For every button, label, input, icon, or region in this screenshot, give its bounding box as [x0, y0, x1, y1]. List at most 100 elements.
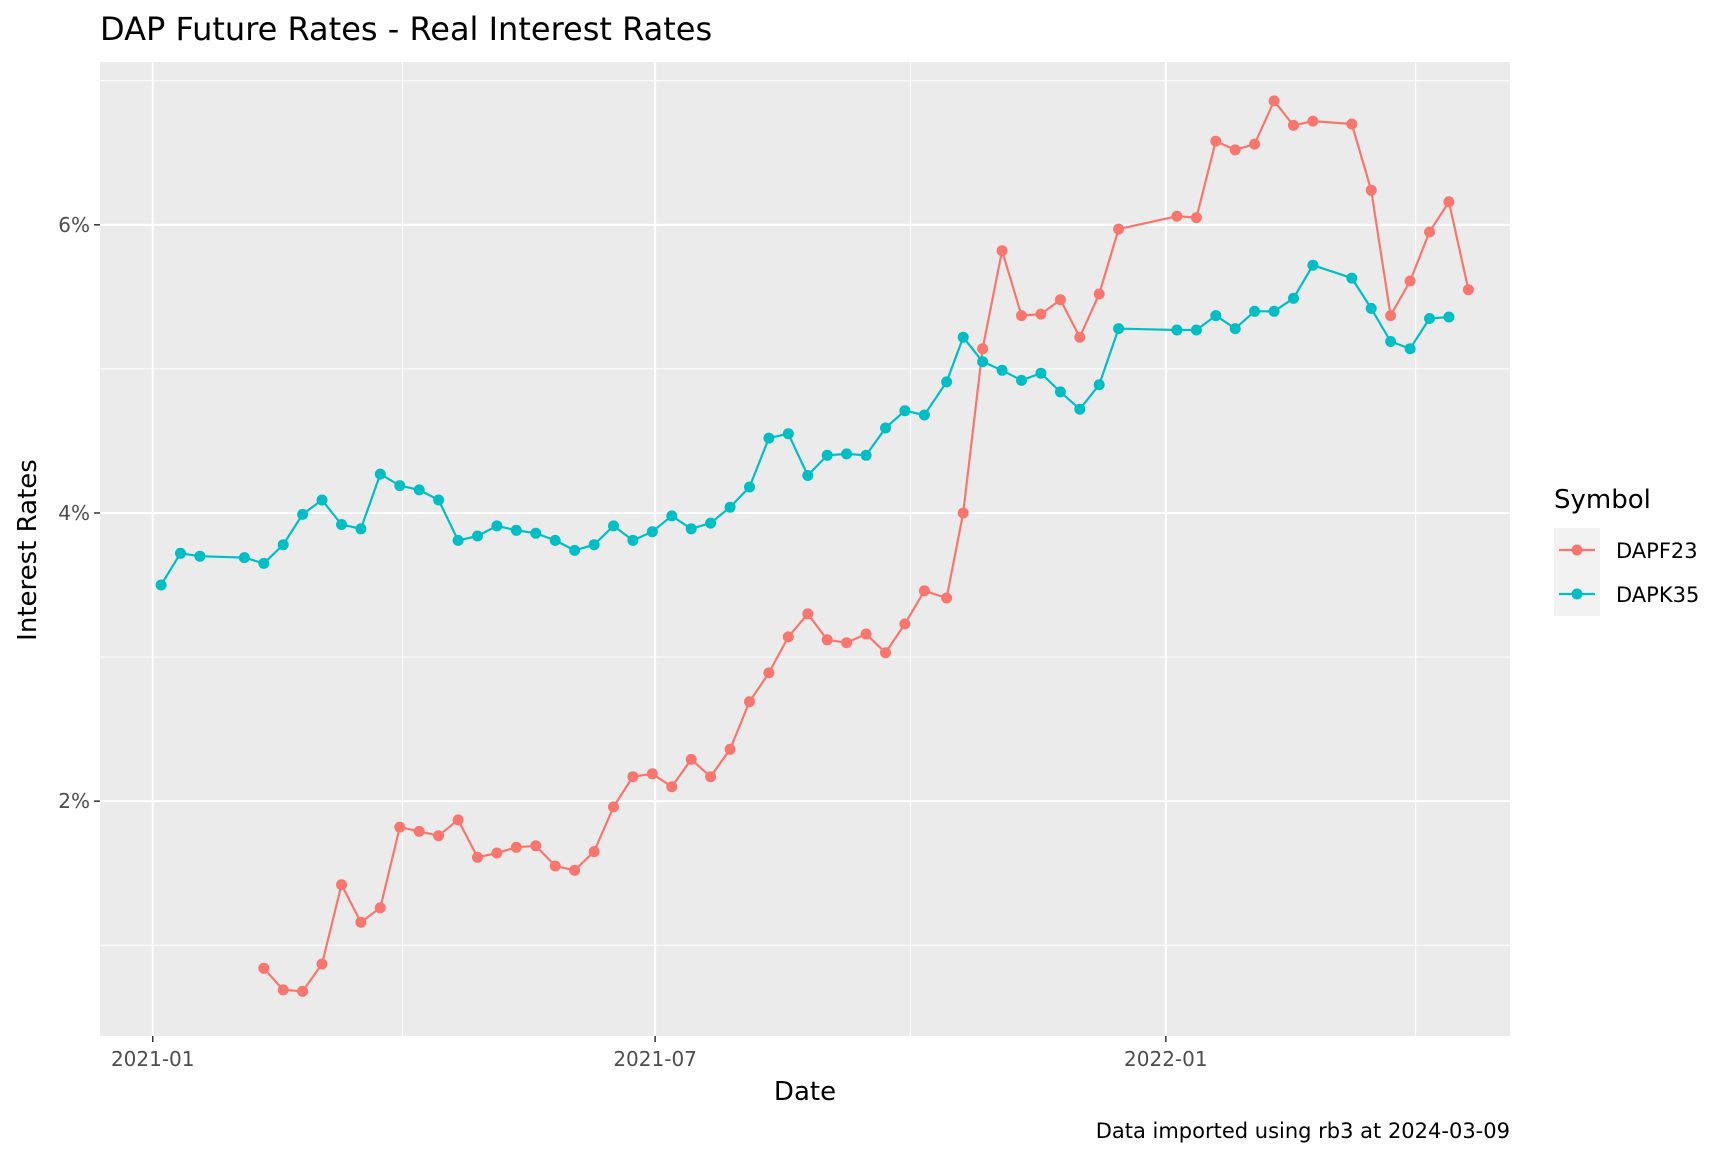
data-point-dapf23	[880, 647, 891, 659]
data-point-dapf23	[724, 743, 736, 755]
data-point-dapf23	[744, 696, 755, 708]
data-point-dapf23	[1035, 308, 1047, 320]
data-point-dapk35	[841, 448, 853, 460]
data-point-dapk35	[175, 547, 186, 559]
data-point-dapk35	[1307, 259, 1319, 271]
legend-key-point-dapf23	[1571, 544, 1583, 556]
chart-caption: Data imported using rb3 at 2024-03-09	[1096, 1119, 1510, 1143]
series-layer	[155, 95, 1474, 997]
data-point-dapk35	[880, 422, 891, 434]
data-point-dapk35	[491, 520, 503, 532]
data-point-dapk35	[744, 481, 755, 493]
data-point-dapk35	[433, 494, 445, 506]
data-point-dapk35	[763, 432, 775, 444]
data-point-dapk35	[1288, 292, 1299, 304]
data-point-dapk35	[238, 552, 250, 564]
axes: 2% 4% 6% 2021-01 2021-07 2022-01	[58, 213, 1207, 1071]
data-point-dapk35	[1113, 323, 1125, 335]
data-point-dapf23	[941, 592, 953, 604]
data-point-dapf23	[1404, 275, 1416, 287]
data-point-dapf23	[277, 984, 289, 996]
data-point-dapk35	[782, 428, 794, 440]
data-point-dapk35	[316, 494, 328, 506]
data-point-dapf23	[1229, 144, 1241, 156]
data-point-dapk35	[918, 409, 930, 421]
data-point-dapf23	[1016, 310, 1027, 322]
data-point-dapk35	[530, 527, 542, 539]
data-point-dapf23	[685, 753, 697, 765]
data-point-dapf23	[918, 585, 930, 597]
data-point-dapk35	[452, 534, 464, 546]
data-point-dapk35	[1443, 311, 1455, 323]
data-point-dapk35	[608, 520, 619, 532]
data-point-dapf23	[258, 962, 270, 974]
data-point-dapk35	[155, 579, 167, 591]
data-point-dapk35	[1346, 272, 1358, 284]
data-point-dapk35	[1016, 374, 1027, 386]
data-point-dapf23	[977, 343, 989, 355]
data-point-dapk35	[1229, 323, 1241, 335]
data-point-dapf23	[316, 958, 328, 970]
data-point-dapf23	[666, 781, 678, 793]
data-point-dapf23	[1462, 284, 1474, 296]
data-point-dapk35	[646, 526, 658, 538]
legend-label-dapk35: DAPK35	[1616, 583, 1699, 607]
data-point-dapf23	[1365, 184, 1377, 196]
data-point-dapf23	[763, 667, 775, 679]
data-point-dapk35	[336, 519, 347, 530]
data-point-dapf23	[1385, 310, 1397, 322]
data-point-dapk35	[588, 539, 600, 551]
series-dapk35	[155, 259, 1455, 591]
data-point-dapk35	[258, 557, 270, 569]
data-point-dapk35	[724, 501, 736, 513]
data-point-dapf23	[996, 245, 1008, 257]
data-point-dapf23	[549, 860, 561, 872]
grid-lines	[100, 62, 1510, 1036]
series-dapf23	[258, 95, 1474, 997]
data-point-dapf23	[297, 985, 309, 997]
plot-panel	[100, 62, 1510, 1036]
data-point-dapk35	[1249, 305, 1261, 317]
data-point-dapf23	[821, 634, 833, 646]
legend: Symbol DAPF23 DAPK35	[1554, 485, 1699, 616]
data-point-dapk35	[705, 517, 717, 529]
data-point-dapk35	[666, 510, 678, 522]
data-point-dapf23	[1054, 294, 1066, 306]
data-point-dapf23	[1307, 115, 1319, 127]
data-point-dapk35	[374, 468, 386, 480]
data-point-dapf23	[433, 830, 445, 842]
data-point-dapf23	[1190, 212, 1202, 224]
data-point-dapf23	[1171, 210, 1183, 222]
data-point-dapk35	[899, 405, 911, 417]
data-point-dapk35	[510, 524, 522, 536]
data-point-dapk35	[1171, 324, 1183, 336]
data-point-dapf23	[374, 902, 386, 914]
data-point-dapk35	[1093, 379, 1105, 391]
data-point-dapk35	[413, 484, 425, 496]
data-point-dapk35	[1190, 324, 1202, 336]
data-point-dapf23	[336, 879, 347, 891]
data-point-dapf23	[1113, 223, 1125, 235]
data-point-dapf23	[588, 846, 600, 858]
data-point-dapf23	[413, 825, 425, 837]
y-axis-title: Interest Rates	[13, 459, 43, 641]
data-point-dapf23	[841, 637, 853, 649]
data-point-dapk35	[802, 470, 814, 481]
data-point-dapk35	[1268, 305, 1280, 317]
data-point-dapk35	[941, 376, 953, 388]
data-point-dapf23	[472, 851, 483, 863]
data-point-dapk35	[1054, 386, 1066, 398]
data-point-dapk35	[957, 331, 969, 343]
data-point-dapk35	[1210, 310, 1222, 322]
x-tick-label: 2021-07	[613, 1047, 697, 1071]
data-point-dapf23	[802, 608, 814, 620]
data-point-dapf23	[957, 507, 969, 519]
data-point-dapf23	[1268, 95, 1280, 107]
data-point-dapk35	[1365, 302, 1377, 314]
data-point-dapk35	[355, 523, 367, 535]
data-point-dapk35	[1035, 367, 1047, 379]
data-point-dapf23	[394, 821, 406, 833]
legend-key-background	[1554, 528, 1600, 616]
data-point-dapf23	[1093, 288, 1105, 300]
data-point-dapf23	[1346, 118, 1358, 130]
